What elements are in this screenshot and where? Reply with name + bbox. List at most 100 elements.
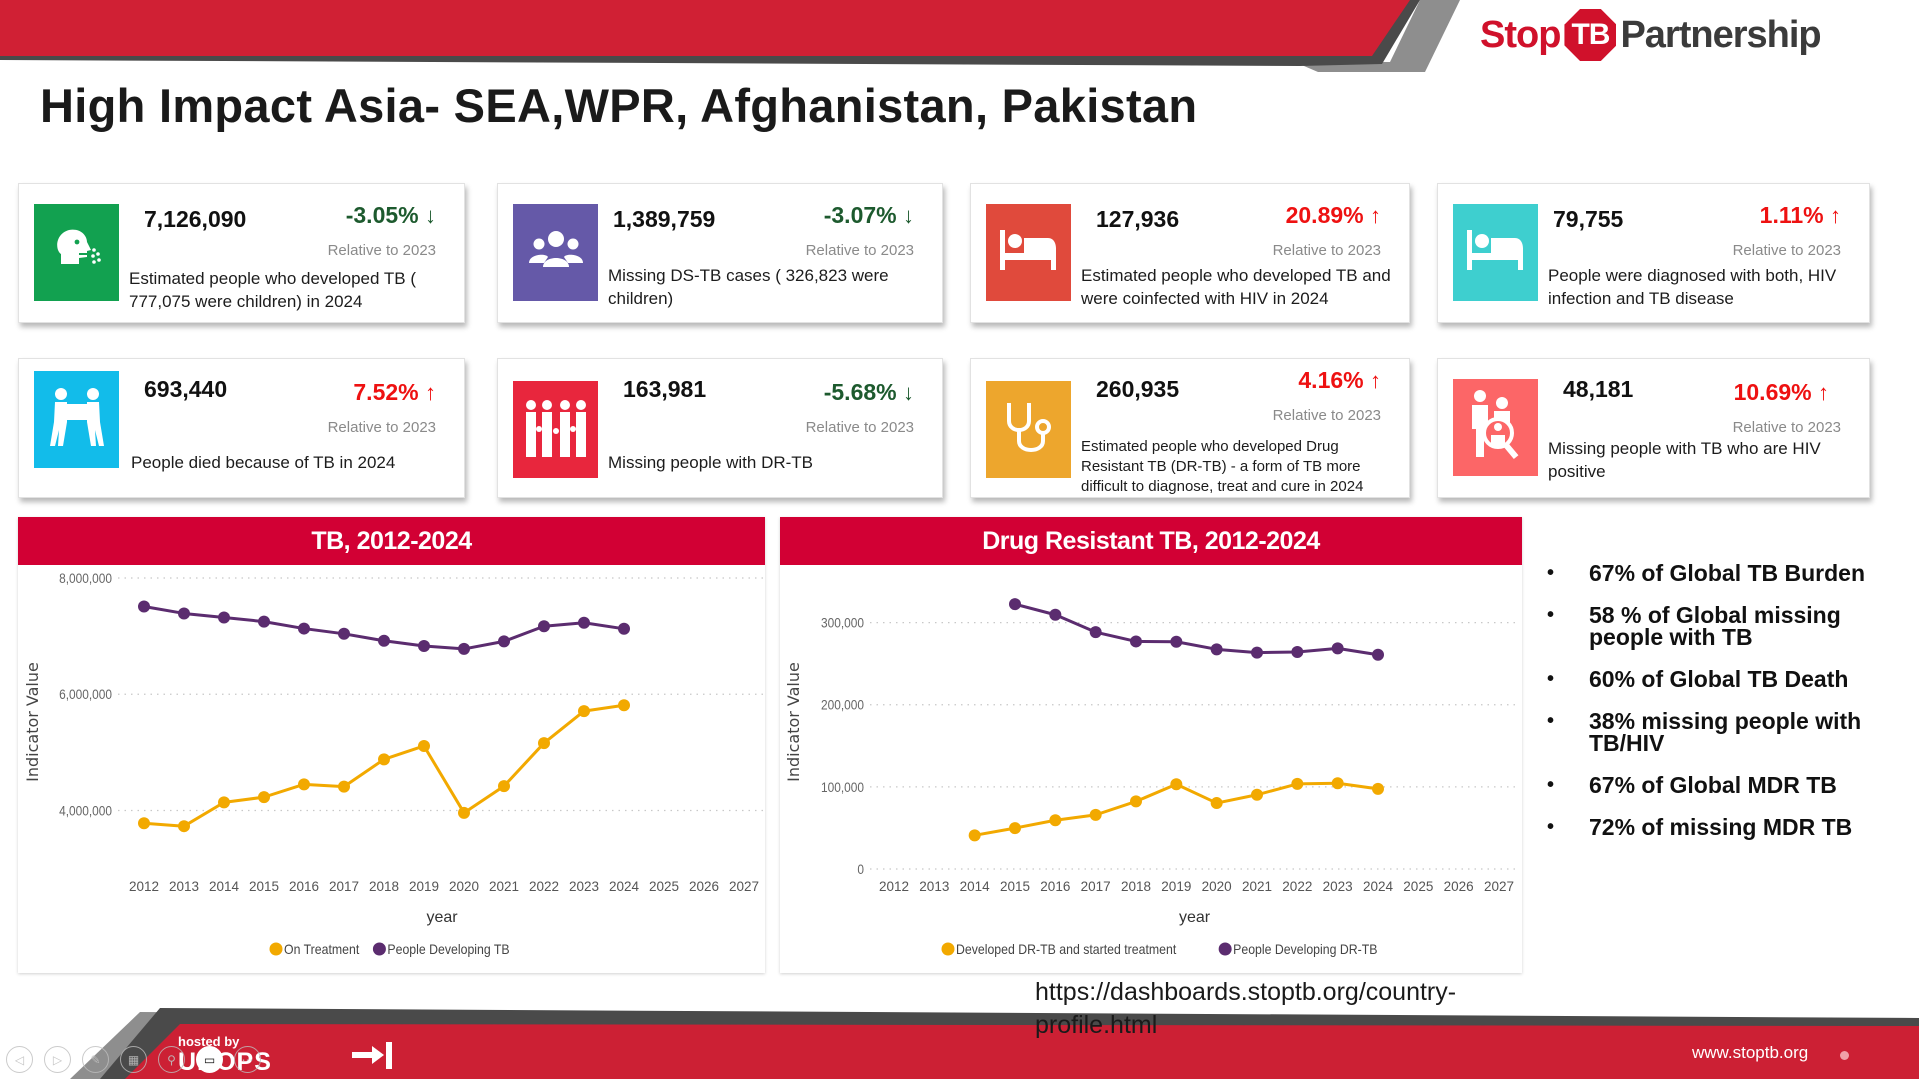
card-value: 163,981 [623, 376, 707, 402]
previous-slide-button[interactable]: ◁ [6, 1046, 33, 1073]
card-relative-label: Relative to 2023 [327, 419, 436, 436]
arrow-up-icon: ↑ [1370, 368, 1381, 393]
x-tick-label: 2024 [609, 879, 640, 894]
data-point [378, 753, 390, 766]
data-point [138, 600, 150, 613]
data-point [338, 780, 350, 793]
camera-toggle-button[interactable]: ▭ [196, 1046, 223, 1073]
data-point [458, 642, 470, 655]
key-fact-item: • 38% missing people with TB/HIV [1547, 708, 1862, 756]
series-line [974, 781, 1379, 837]
card-change-percent: 10.69% ↑ [1733, 379, 1829, 405]
kpi-card: 163,981 -5.68% ↓ Relative to 2023 Missin… [497, 358, 943, 498]
data-point [538, 737, 550, 750]
kpi-card: 79,755 1.11% ↑ Relative to 2023 People w… [1437, 183, 1870, 323]
data-point [578, 705, 590, 718]
bullet-icon: • [1547, 774, 1555, 796]
legend-label: People Developing TB [387, 941, 509, 957]
data-point [1130, 635, 1142, 648]
data-point [578, 616, 590, 629]
data-point [298, 622, 310, 635]
kpi-card: 48,181 10.69% ↑ Relative to 2023 Missing… [1437, 358, 1870, 498]
x-tick-label: 2023 [1323, 879, 1353, 894]
hosted-by-label: hosted by [178, 1034, 240, 1049]
card-icon-box [986, 381, 1071, 478]
x-tick-label: 2015 [1000, 879, 1030, 894]
x-tick-label: 2020 [1202, 879, 1232, 894]
x-tick-label: 2018 [369, 879, 399, 894]
legend-label: People Developing DR-TB [1233, 941, 1378, 957]
source-url-link[interactable]: https://dashboards.stoptb.org/country-pr… [1035, 978, 1457, 1039]
data-point [1089, 626, 1102, 639]
kpi-card: 7,126,090 -3.05% ↓ Relative to 2023 Esti… [18, 183, 465, 323]
data-point [1251, 788, 1263, 801]
card-description: Missing people with DR-TB [608, 453, 814, 472]
x-tick-label: 2012 [129, 879, 159, 894]
x-tick-label: 2025 [1403, 879, 1433, 894]
legend-label: Developed DR-TB and started treatment [956, 941, 1177, 957]
data-point [968, 829, 981, 842]
dr-tb-chart-title: Drug Resistant TB, 2012-2024 [780, 517, 1522, 565]
card-icon-box [1453, 204, 1538, 301]
data-point [1009, 822, 1021, 835]
key-fact-item: • 67% of Global TB Burden [1547, 560, 1866, 586]
card-relative-label: Relative to 2023 [805, 242, 914, 259]
card-relative-label: Relative to 2023 [805, 419, 914, 436]
pen-tool-button[interactable]: ✎ [82, 1046, 109, 1073]
legend-marker [269, 942, 283, 956]
see-all-slides-button[interactable]: ▦ [120, 1046, 147, 1073]
data-point [1291, 645, 1304, 658]
hospital-bed-icon [1465, 228, 1527, 277]
card-description: People died because of TB in 2024 [131, 453, 396, 472]
data-point [618, 699, 630, 712]
zoom-slide-button[interactable]: ⚲ [158, 1046, 185, 1073]
data-point [338, 627, 350, 640]
card-change-percent: 7.52% ↑ [353, 379, 436, 405]
stethoscope-icon [999, 397, 1059, 462]
x-tick-label: 2023 [569, 879, 599, 894]
data-point [1251, 646, 1263, 659]
card-value: 693,440 [144, 376, 228, 402]
tb-line-chart: 4,000,000 6,000,000 8,000,000 2012 2013 2014 2… [23, 570, 763, 957]
arrow-up-icon: ↑ [425, 380, 436, 405]
key-facts-list: • 67% of Global TB Burden • 58 % of Global… [1545, 562, 1905, 858]
header-banner [0, 0, 1460, 72]
family-icon [523, 397, 589, 462]
more-options-button[interactable]: ⋯ [234, 1046, 261, 1073]
hospital-bed-icon [998, 228, 1060, 277]
y-axis-label: Indicator Value [784, 662, 803, 782]
bullet-icon: • [1547, 816, 1555, 838]
card-change-percent: -3.07% ↓ [823, 202, 914, 228]
x-tick-label: 2016 [1040, 879, 1070, 894]
x-tick-label: 2013 [919, 879, 949, 894]
legend-marker [941, 942, 955, 956]
x-tick-label: 2016 [289, 879, 319, 894]
kpi-card: 1,389,759 -3.07% ↓ Relative to 2023 Miss… [497, 183, 943, 323]
y-tick-label: 100,000 [821, 779, 864, 795]
x-tick-label: 2017 [1081, 879, 1111, 894]
data-point [1009, 598, 1021, 611]
exit-arrow-icon[interactable] [352, 1040, 394, 1070]
data-point [258, 615, 270, 628]
website-label: www.stoptb.org [1692, 1043, 1809, 1062]
x-tick-label: 2015 [249, 879, 279, 894]
data-point [218, 611, 230, 624]
card-description: People were diagnosed with both, HIV inf… [1548, 266, 1837, 308]
y-axis-label: Indicator Value [23, 662, 42, 782]
series-line [1014, 602, 1379, 657]
x-tick-label: 2017 [329, 879, 359, 894]
x-tick-label: 2019 [1161, 879, 1191, 894]
card-value: 79,755 [1553, 206, 1624, 232]
card-relative-label: Relative to 2023 [1272, 407, 1381, 424]
key-fact-item: • 60% of Global TB Death [1547, 666, 1849, 692]
next-slide-button[interactable]: ▷ [44, 1046, 71, 1073]
x-tick-label: 2014 [960, 879, 991, 894]
card-description: Missing DS-TB cases ( 326,823 were child… [608, 266, 889, 308]
key-fact-item: • 72% of missing MDR TB [1547, 814, 1853, 840]
people-group-icon [526, 225, 586, 280]
kpi-card: 127,936 20.89% ↑ Relative to 2023 Estima… [970, 183, 1410, 323]
card-description: Missing people with TB who are HIV posit… [1548, 439, 1821, 481]
x-tick-label: 2012 [879, 879, 909, 894]
bullet-icon: • [1547, 710, 1555, 732]
cough-person-icon [47, 220, 107, 285]
